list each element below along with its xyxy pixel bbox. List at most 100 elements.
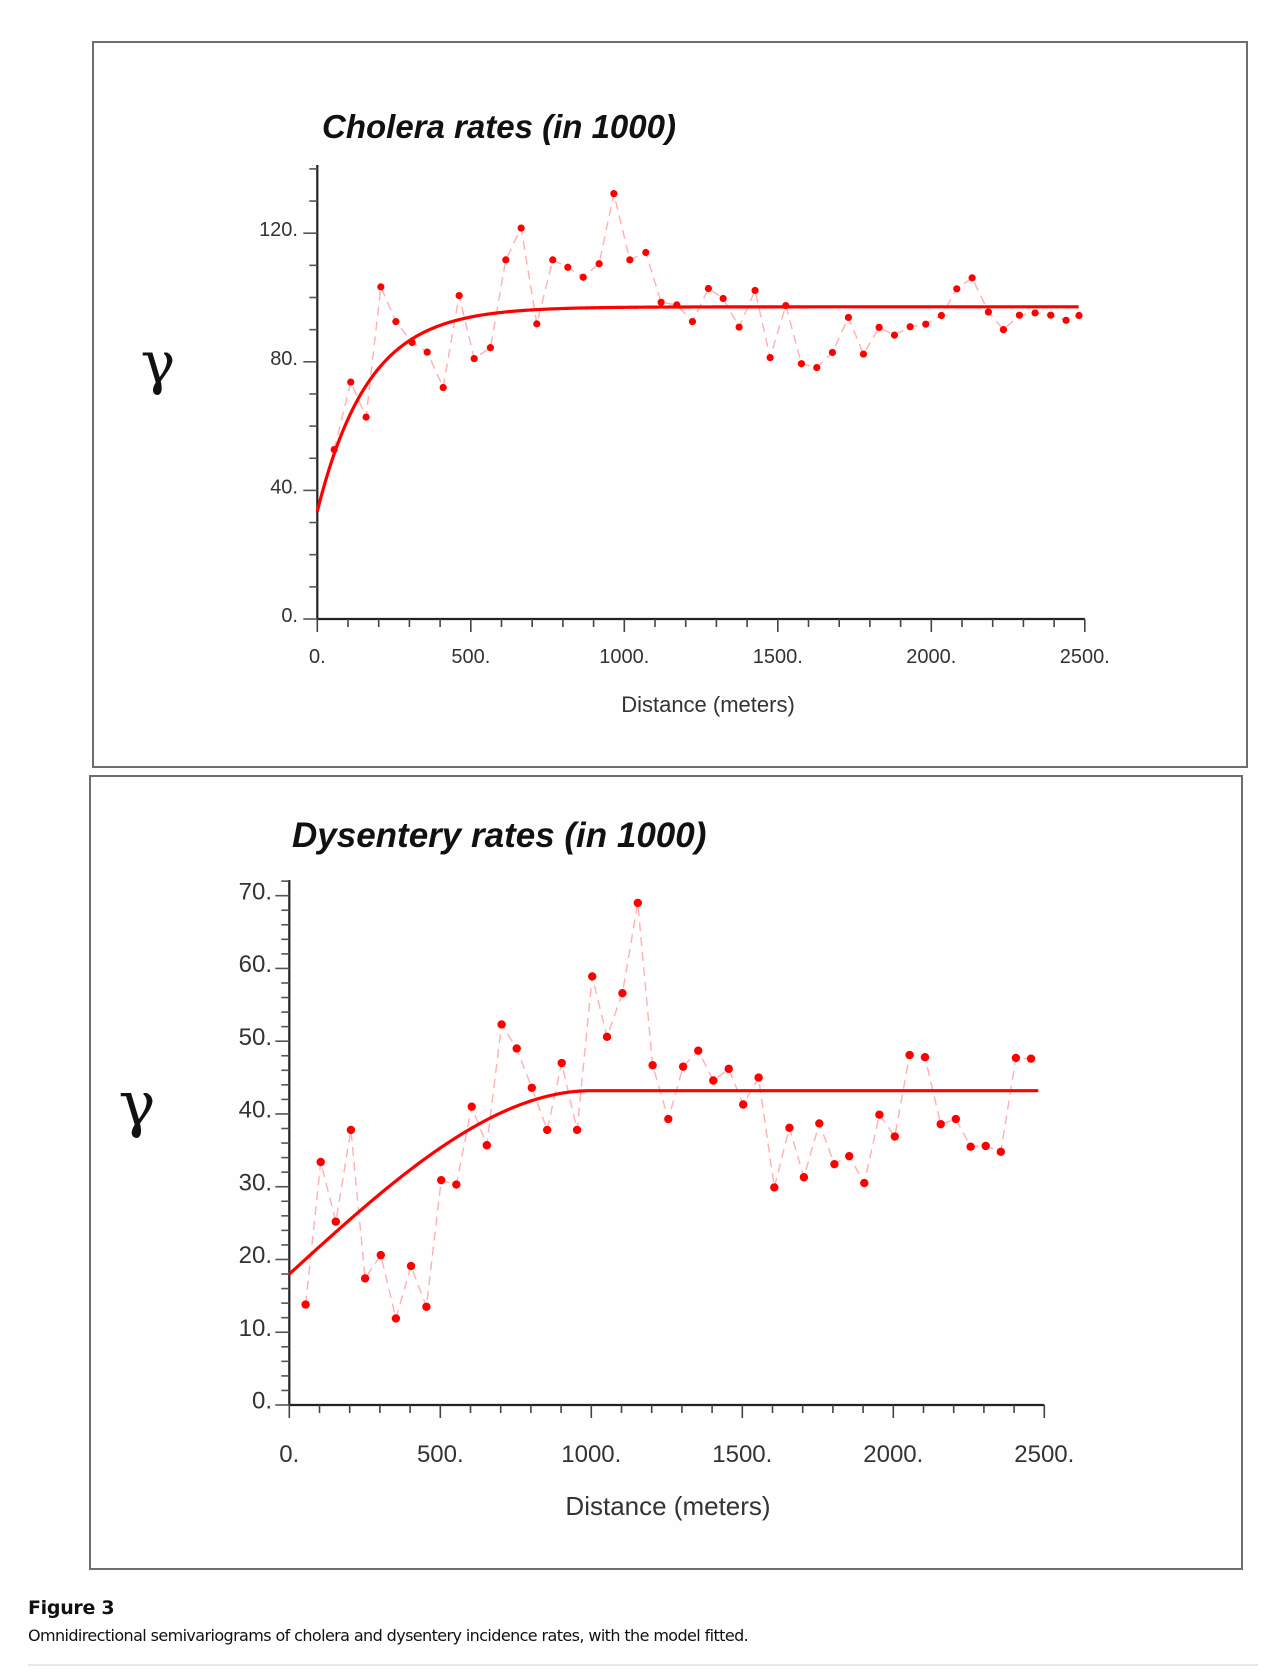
dysentery-data-point — [602, 1032, 612, 1042]
dysentery-data-point — [391, 1314, 401, 1323]
cholera-data-point — [455, 291, 463, 300]
dysentery-y-tick-label: 30. — [239, 1169, 272, 1196]
cholera-chart-title: Cholera rates (in 1000) — [322, 108, 676, 145]
cholera-data-point — [735, 323, 743, 331]
dysentery-data-point — [437, 1175, 446, 1185]
dysentery-data-point — [467, 1102, 476, 1111]
cholera-x-tick-label: 0. — [309, 646, 326, 668]
cholera-fitted-model-line — [315, 305, 1079, 512]
cholera-data-point — [1047, 311, 1055, 319]
cholera-data-point — [673, 301, 681, 309]
figure-caption: Omnidirectional semivariograms of choler… — [28, 1626, 749, 1645]
cholera-data-point — [751, 286, 759, 295]
dysentery-x-tick-label: 2500. — [1014, 1441, 1074, 1468]
cholera-data-point — [657, 298, 665, 306]
dysentery-data-point — [512, 1044, 521, 1053]
cholera-y-axis-title-gamma-icon: γ — [141, 329, 176, 397]
dysentery-x-tick-label: 500. — [417, 1441, 464, 1468]
dysentery-y-tick-label: 60. — [239, 951, 272, 978]
cholera-data-point — [439, 383, 447, 392]
cholera-data-point — [642, 248, 650, 257]
cholera-data-point — [502, 256, 510, 264]
cholera-x-tick-label: 2000. — [906, 646, 956, 668]
dysentery-data-point — [648, 1061, 657, 1070]
dysentery-data-point — [875, 1110, 884, 1119]
dysentery-y-tick-label: 40. — [239, 1097, 272, 1124]
dysentery-data-point — [588, 972, 597, 981]
dysentery-data-point — [996, 1147, 1006, 1156]
cholera-data-point — [610, 190, 618, 198]
cholera-x-tick-label: 1000. — [599, 646, 649, 668]
dysentery-data-point — [830, 1159, 839, 1169]
dysentery-data-point — [301, 1300, 310, 1309]
cholera-data-point — [859, 350, 868, 358]
dysentery-data-point — [678, 1062, 688, 1071]
dysentery-data-point — [890, 1132, 900, 1141]
cholera-data-point — [377, 283, 385, 291]
cholera-connector-line — [333, 193, 1080, 450]
cholera-data-point — [906, 323, 914, 331]
cholera-data-point — [330, 445, 338, 454]
dysentery-x-axis-title: Distance (meters) — [565, 1491, 770, 1521]
cholera-data-point — [797, 360, 806, 368]
dysentery-y-axis-title-gamma-icon: γ — [118, 1067, 155, 1140]
dysentery-data-point — [497, 1020, 506, 1029]
cholera-y-tick-label: 0. — [281, 605, 298, 627]
dysentery-data-point — [951, 1114, 961, 1124]
dysentery-data-point — [1011, 1053, 1021, 1063]
dysentery-data-point — [543, 1125, 552, 1135]
dysentery-data-point — [799, 1173, 809, 1182]
dysentery-data-point — [770, 1183, 779, 1192]
dysentery-y-tick-label: 20. — [239, 1242, 272, 1269]
dysentery-data-point — [618, 988, 627, 998]
dysentery-data-point — [316, 1157, 325, 1167]
dysentery-axes: 0. 500. 1000. 1500. 2000. 2500. 0. 10. 20. 30. 40.… — [239, 878, 1075, 1468]
cholera-data-point — [1031, 309, 1039, 317]
dysentery-data-point — [527, 1083, 537, 1092]
dysentery-data-point — [981, 1141, 990, 1151]
cholera-data-point — [517, 224, 525, 232]
dysentery-y-tick-label: 10. — [239, 1315, 272, 1342]
dysentery-y-tick-label: 50. — [239, 1024, 272, 1051]
dysentery-fitted-model-line — [288, 1089, 1039, 1276]
cholera-data-point — [1075, 311, 1083, 320]
caption-divider — [28, 1664, 1258, 1666]
dysentery-data-point — [331, 1217, 341, 1226]
dysentery-data-point — [754, 1073, 763, 1082]
cholera-data-point — [362, 413, 370, 421]
cholera-data-point — [844, 313, 853, 322]
dysentery-data-point — [664, 1114, 673, 1124]
dysentery-data-point — [482, 1141, 492, 1150]
cholera-x-tick-label: 1500. — [753, 646, 803, 668]
dysentery-data-point — [936, 1119, 945, 1129]
cholera-data-point — [486, 344, 495, 352]
cholera-data-point — [549, 256, 557, 264]
cholera-data-point — [968, 274, 976, 282]
cholera-data-point — [704, 284, 713, 293]
dysentery-data-point — [346, 1125, 356, 1135]
cholera-data-point — [875, 323, 883, 331]
dysentery-data-point — [633, 898, 643, 908]
dysentery-data-point — [815, 1119, 824, 1128]
dysentery-x-tick-label: 1000. — [561, 1441, 621, 1468]
dysentery-data-point — [739, 1100, 748, 1109]
dysentery-data-point — [376, 1250, 386, 1260]
cholera-y-tick-label: 40. — [270, 476, 298, 498]
cholera-data-point — [1062, 316, 1070, 324]
dysentery-data-point — [406, 1261, 416, 1271]
dysentery-data-point — [557, 1058, 566, 1068]
cholera-data-point — [953, 285, 961, 293]
cholera-x-tick-label: 2500. — [1060, 646, 1110, 668]
dysentery-y-tick-label: 0. — [252, 1388, 272, 1415]
cholera-data-point — [937, 311, 946, 320]
dysentery-data-point — [920, 1053, 930, 1062]
cholera-axes: 0. 500. 1000. 1500. 2000. 2500. 0. 40. 80. 120. — [259, 165, 1110, 668]
cholera-data-point — [423, 348, 431, 356]
dysentery-data-point — [724, 1064, 733, 1074]
dysentery-data-point — [905, 1050, 914, 1060]
dysentery-x-tick-label: 2000. — [863, 1441, 923, 1468]
dysentery-data-point — [785, 1123, 794, 1132]
cholera-data-point — [688, 318, 697, 326]
cholera-data-point — [1015, 311, 1024, 319]
